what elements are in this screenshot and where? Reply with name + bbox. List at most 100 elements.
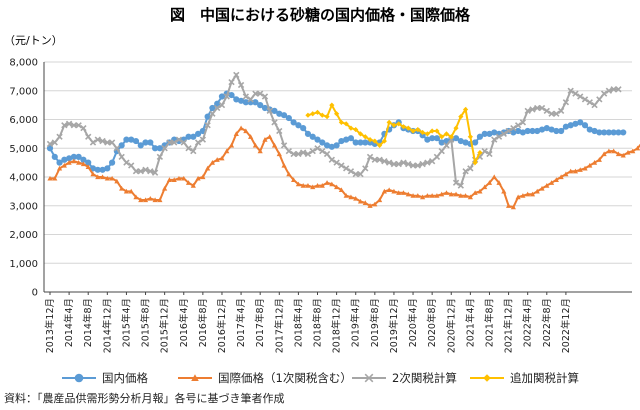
data-point: [137, 168, 144, 175]
series-diamond: [305, 102, 483, 166]
data-point: [194, 130, 202, 137]
data-point: [438, 147, 445, 155]
data-point: [304, 150, 312, 158]
data-point: [66, 160, 72, 165]
data-point: [405, 191, 411, 197]
x-tick-label: 2020年12月: [445, 298, 457, 353]
data-point: [290, 150, 297, 158]
data-point: [248, 134, 254, 139]
data-point: [328, 156, 336, 163]
data-point: [529, 106, 536, 113]
source-note: 資料：「農産品供需形勢分析月報」各号に基づき筆者作成: [4, 391, 285, 405]
data-point: [305, 183, 311, 188]
data-point: [176, 175, 182, 181]
data-point: [357, 198, 364, 204]
data-point: [385, 159, 393, 166]
data-point: [568, 168, 574, 174]
data-point: [334, 184, 340, 190]
y-tick-label: 2,000: [9, 230, 38, 241]
data-point: [362, 134, 368, 140]
data-point: [56, 133, 63, 140]
data-point: [46, 145, 54, 152]
x-tick-label: 2014年8月: [82, 298, 94, 347]
data-point: [396, 190, 402, 195]
x-tick-label: 2020年4月: [407, 298, 419, 347]
data-point: [223, 93, 230, 100]
data-point: [606, 148, 612, 154]
data-point: [118, 153, 125, 161]
data-point: [343, 121, 349, 127]
x-tick-label: 2022年12月: [560, 298, 572, 353]
data-point: [409, 162, 417, 169]
data-point: [424, 193, 430, 198]
data-point: [267, 134, 273, 139]
data-point: [519, 119, 527, 126]
data-point: [534, 188, 540, 194]
data-point: [104, 175, 110, 181]
data-point: [94, 136, 101, 143]
data-point: [501, 188, 507, 194]
data-point: [586, 99, 593, 106]
data-point: [47, 175, 53, 181]
data-point: [61, 122, 68, 129]
data-point: [190, 147, 197, 155]
data-point: [314, 145, 321, 152]
data-point: [285, 114, 292, 122]
data-point: [467, 194, 473, 200]
data-point: [529, 191, 536, 197]
y-tick-label: 8,000: [9, 58, 38, 69]
data-point: [171, 139, 178, 146]
data-point: [252, 142, 259, 148]
data-point: [429, 193, 435, 198]
data-point: [367, 203, 373, 208]
data-point: [577, 119, 584, 126]
data-point: [218, 93, 226, 100]
data-point: [377, 142, 383, 148]
data-point: [562, 99, 570, 106]
x-tick-label: 2016年12月: [216, 298, 228, 353]
data-point: [75, 122, 82, 129]
data-point: [448, 134, 454, 140]
data-point: [190, 183, 196, 188]
y-tick-label: 1,000: [9, 259, 38, 270]
data-point: [300, 125, 307, 132]
data-point: [128, 188, 134, 194]
data-point: [123, 159, 130, 166]
data-point: [262, 137, 268, 142]
data-point: [591, 160, 598, 165]
data-point: [567, 87, 574, 94]
x-tick-label: 2021年8月: [483, 298, 495, 347]
data-point: [362, 165, 369, 172]
series-circle: [46, 90, 627, 173]
data-point: [572, 168, 579, 174]
data-point: [481, 147, 488, 155]
data-point: [443, 131, 450, 137]
data-point: [610, 86, 617, 93]
data-point: [74, 373, 84, 383]
data-point: [553, 177, 559, 182]
data-point: [496, 180, 502, 185]
data-point: [281, 162, 287, 168]
data-point: [329, 102, 335, 108]
data-point: [491, 136, 498, 143]
data-point: [596, 157, 602, 162]
data-point: [371, 156, 378, 163]
data-point: [132, 168, 140, 175]
data-point: [467, 134, 473, 140]
data-point: [142, 197, 149, 203]
data-point: [333, 142, 340, 149]
data-point: [138, 197, 144, 203]
data-point: [372, 201, 378, 207]
data-point: [266, 107, 273, 115]
data-point: [353, 195, 359, 201]
data-point: [295, 122, 302, 129]
x-tick-label: 2022年4月: [522, 298, 534, 347]
data-point: [601, 151, 607, 157]
data-point: [615, 86, 622, 93]
data-point: [630, 148, 636, 154]
data-point: [156, 145, 163, 152]
data-point: [199, 136, 207, 143]
data-point: [424, 131, 430, 137]
data-point: [462, 168, 469, 175]
data-point: [338, 162, 345, 169]
